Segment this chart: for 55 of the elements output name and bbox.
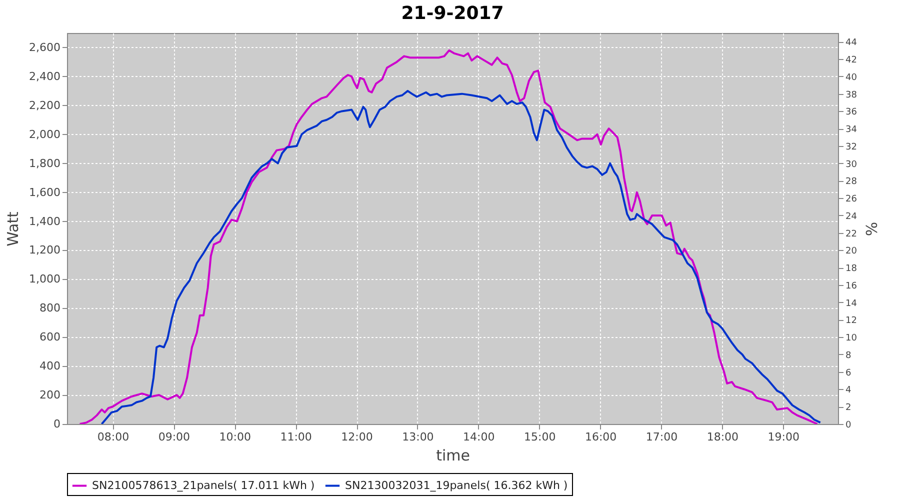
y-tick-label: 2,400 bbox=[29, 70, 60, 83]
y-tick-label: 400 bbox=[40, 360, 60, 373]
y-tick-label: 1,600 bbox=[29, 186, 60, 199]
x-tick-label: 17:00 bbox=[646, 430, 678, 444]
legend-label: SN2130032031_19panels( 16.362 kWh ) bbox=[345, 478, 568, 492]
y-tick-label: 1,400 bbox=[29, 214, 60, 228]
y2-tick-label: 36 bbox=[846, 108, 858, 118]
y2-tick-label: 12 bbox=[846, 316, 857, 326]
y2-tick-label: 40 bbox=[846, 72, 858, 83]
y-tick-label: 2,000 bbox=[29, 128, 60, 141]
x-tick-label: 14:00 bbox=[463, 430, 495, 444]
y2-tick-label: 30 bbox=[846, 160, 858, 170]
y2-tick-label: 20 bbox=[846, 246, 858, 257]
y2-tick-label: 42 bbox=[846, 56, 857, 66]
y-tick-label: 1,000 bbox=[29, 272, 60, 286]
y2-tick-label: 24 bbox=[846, 212, 858, 222]
y2-tick-label: 4 bbox=[846, 386, 852, 396]
x-tick-label: 18:00 bbox=[706, 430, 739, 444]
y2-tick-label: 18 bbox=[846, 264, 858, 274]
x-tick-label: 10:00 bbox=[219, 430, 251, 444]
y-tick-label: 200 bbox=[40, 388, 60, 402]
y2-tick-label: 44 bbox=[846, 38, 858, 48]
y-tick-label: 2,200 bbox=[29, 98, 60, 112]
y-tick-label: 0 bbox=[54, 418, 60, 430]
y2-tick-label: 10 bbox=[846, 334, 858, 344]
y2-tick-label: 2 bbox=[846, 403, 852, 414]
y2-tick-label: 6 bbox=[846, 368, 852, 378]
x-tick-label: 19:00 bbox=[768, 430, 800, 444]
x-tick-label: 11:00 bbox=[280, 430, 312, 444]
legend-label: SN2100578613_21panels( 17.011 kWh ) bbox=[92, 478, 315, 492]
y2-tick-label: 38 bbox=[846, 90, 858, 100]
y2-tick-label: 32 bbox=[846, 142, 857, 152]
chart-title: 21-9-2017 bbox=[401, 3, 504, 24]
x-tick-label: 08:00 bbox=[97, 430, 130, 444]
x-tick-label: 16:00 bbox=[584, 430, 617, 444]
x-tick-label: 12:00 bbox=[341, 430, 373, 444]
y-tick-label: 2,600 bbox=[29, 40, 60, 54]
y2-tick-label: 26 bbox=[846, 194, 858, 205]
y-tick-label: 1,200 bbox=[29, 244, 60, 257]
y2-tick-label: 14 bbox=[846, 298, 858, 309]
y2-tick-label: 34 bbox=[846, 125, 858, 136]
y2-axis-title: % bbox=[862, 222, 880, 236]
y-axis-title: Watt bbox=[4, 211, 22, 246]
y2-tick-label: 22 bbox=[846, 229, 857, 240]
x-tick-label: 13:00 bbox=[402, 430, 434, 444]
x-tick-label: 15:00 bbox=[524, 430, 556, 444]
y2-tick-label: 28 bbox=[846, 177, 858, 188]
y2-tick-label: 0 bbox=[846, 420, 852, 430]
y2-tick-label: 16 bbox=[846, 281, 858, 292]
x-tick-label: 09:00 bbox=[158, 430, 190, 444]
y-tick-label: 1,800 bbox=[29, 156, 60, 170]
y-tick-label: 800 bbox=[40, 302, 60, 315]
y2-tick-label: 8 bbox=[846, 350, 852, 361]
x-axis-title: time bbox=[436, 446, 470, 464]
y-tick-label: 600 bbox=[40, 330, 60, 344]
